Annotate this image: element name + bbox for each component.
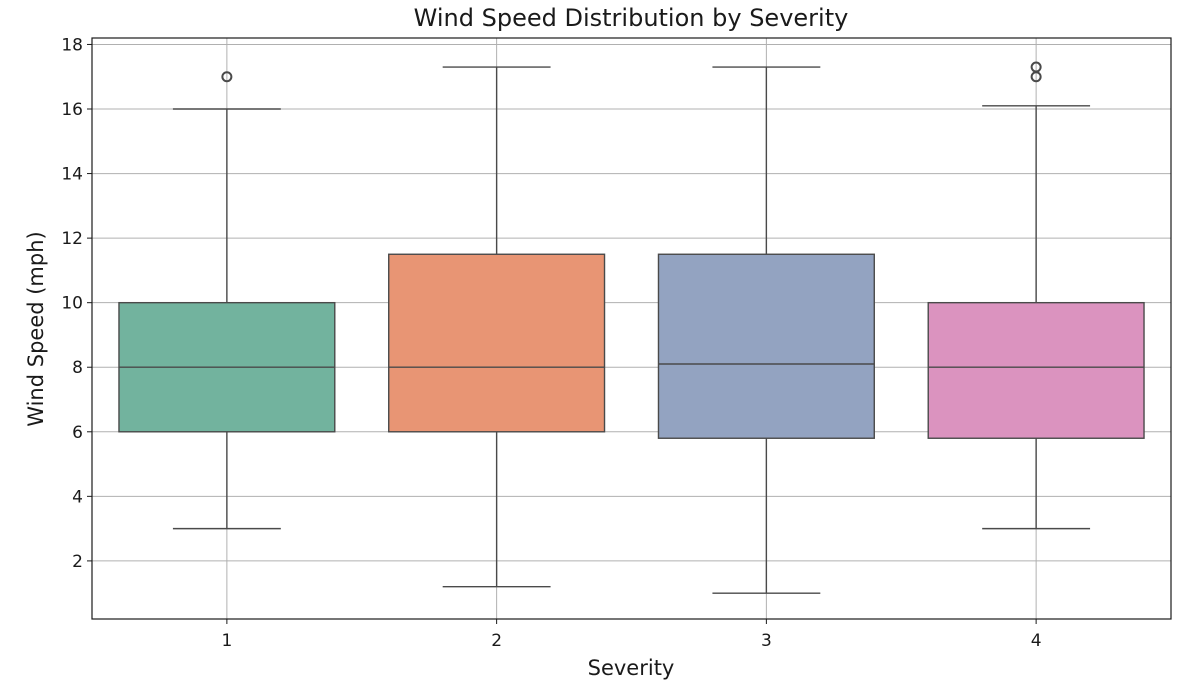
boxes — [118, 61, 1145, 594]
x-tick-label: 3 — [761, 631, 772, 651]
y-tick-label: 18 — [61, 35, 83, 55]
y-tick-label: 16 — [61, 100, 83, 120]
iqr-box — [388, 253, 606, 433]
y-axis-label: Wind Speed (mph) — [24, 231, 48, 426]
y-tick-label: 10 — [61, 294, 83, 314]
iqr-box — [657, 253, 875, 439]
x-tick-label: 4 — [1031, 631, 1042, 651]
x-tick-label: 2 — [491, 631, 502, 651]
x-axis-label: Severity — [588, 656, 675, 680]
iqr-box — [927, 301, 1145, 439]
outlier-point — [1030, 61, 1042, 73]
box-severity-3 — [657, 66, 875, 594]
box-severity-1 — [118, 71, 336, 530]
chart-title: Wind Speed Distribution by Severity — [414, 4, 849, 32]
x-tick-label: 1 — [221, 631, 232, 651]
box-severity-2 — [388, 66, 606, 588]
box-severity-4 — [927, 61, 1145, 530]
y-tick-label: 6 — [72, 423, 83, 443]
y-tick-label: 2 — [72, 552, 83, 572]
plot-area-frame — [91, 37, 1172, 620]
y-tick-label: 4 — [72, 487, 83, 507]
y-axis-ticks: 2 4 6 8 10 12 14 16 18 — [61, 35, 92, 572]
y-tick-label: 12 — [61, 229, 83, 249]
x-axis-ticks: 1 2 3 4 — [221, 619, 1042, 651]
outlier-point — [221, 71, 233, 83]
y-tick-label: 8 — [72, 358, 83, 378]
y-tick-label: 14 — [61, 165, 83, 185]
